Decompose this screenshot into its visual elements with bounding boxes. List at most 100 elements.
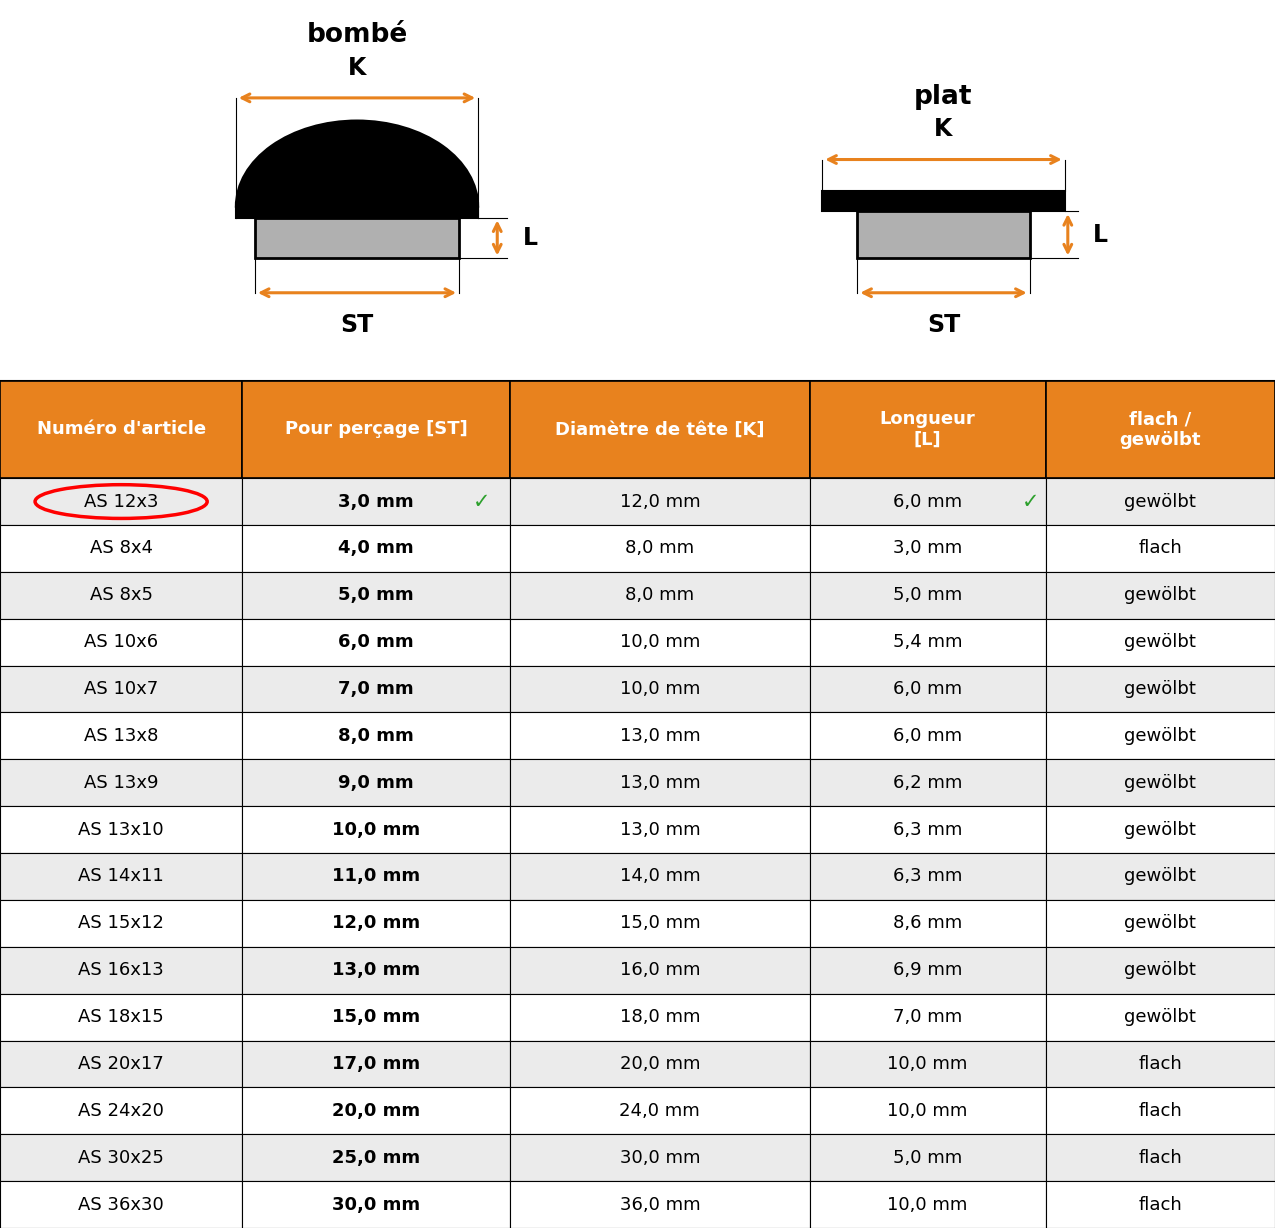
Text: 13,0 mm: 13,0 mm [620,774,700,792]
Text: 3,0 mm: 3,0 mm [338,492,414,511]
Text: AS 10x6: AS 10x6 [84,634,158,651]
FancyBboxPatch shape [510,1181,810,1228]
Text: 9,0 mm: 9,0 mm [338,774,414,792]
Text: 5,0 mm: 5,0 mm [892,586,963,604]
Text: 30,0 mm: 30,0 mm [332,1196,421,1213]
FancyBboxPatch shape [242,478,510,526]
Text: 7,0 mm: 7,0 mm [892,1008,963,1027]
FancyBboxPatch shape [0,807,242,853]
FancyBboxPatch shape [1046,993,1275,1040]
FancyBboxPatch shape [510,900,810,947]
FancyBboxPatch shape [810,900,1046,947]
Text: 6,0 mm: 6,0 mm [892,727,963,745]
FancyBboxPatch shape [510,1135,810,1181]
Text: 18,0 mm: 18,0 mm [620,1008,700,1027]
FancyBboxPatch shape [0,619,242,666]
FancyBboxPatch shape [1046,381,1275,478]
FancyBboxPatch shape [510,381,810,478]
Text: bombé: bombé [306,22,408,48]
Text: 6,3 mm: 6,3 mm [892,867,963,885]
Text: L: L [1094,222,1108,247]
Text: AS 20x17: AS 20x17 [78,1055,164,1073]
Text: 25,0 mm: 25,0 mm [332,1148,421,1167]
Text: gewölbt: gewölbt [1125,774,1196,792]
Text: 8,0 mm: 8,0 mm [625,586,695,604]
FancyBboxPatch shape [236,206,478,217]
Text: 14,0 mm: 14,0 mm [620,867,700,885]
Text: gewölbt: gewölbt [1125,586,1196,604]
Text: AS 8x4: AS 8x4 [89,539,153,558]
Text: AS 24x20: AS 24x20 [78,1102,164,1120]
Text: flach: flach [1139,1055,1182,1073]
FancyBboxPatch shape [810,478,1046,526]
FancyBboxPatch shape [1046,478,1275,526]
FancyBboxPatch shape [510,947,810,993]
FancyBboxPatch shape [510,759,810,807]
FancyBboxPatch shape [810,1040,1046,1088]
Text: gewölbt: gewölbt [1125,680,1196,698]
Wedge shape [236,120,478,206]
FancyBboxPatch shape [822,192,1065,211]
Text: K: K [348,55,366,80]
Text: gewölbt: gewölbt [1125,492,1196,511]
Text: L: L [523,226,538,251]
FancyBboxPatch shape [810,381,1046,478]
Text: flach: flach [1139,1196,1182,1213]
FancyBboxPatch shape [858,211,1030,258]
Text: 24,0 mm: 24,0 mm [620,1102,700,1120]
FancyBboxPatch shape [510,619,810,666]
FancyBboxPatch shape [242,526,510,572]
FancyBboxPatch shape [242,572,510,619]
FancyBboxPatch shape [510,1040,810,1088]
FancyBboxPatch shape [242,1040,510,1088]
Text: 20,0 mm: 20,0 mm [332,1102,421,1120]
FancyBboxPatch shape [1046,759,1275,807]
Text: 6,0 mm: 6,0 mm [892,680,963,698]
Text: 10,0 mm: 10,0 mm [620,680,700,698]
Text: 13,0 mm: 13,0 mm [332,962,421,979]
Text: 15,0 mm: 15,0 mm [620,915,700,932]
Text: 17,0 mm: 17,0 mm [332,1055,421,1073]
Text: 10,0 mm: 10,0 mm [887,1055,968,1073]
Text: 5,4 mm: 5,4 mm [892,634,963,651]
FancyBboxPatch shape [810,993,1046,1040]
Text: gewölbt: gewölbt [1125,634,1196,651]
FancyBboxPatch shape [242,1181,510,1228]
Text: gewölbt: gewölbt [1125,1008,1196,1027]
FancyBboxPatch shape [242,853,510,900]
FancyBboxPatch shape [1046,619,1275,666]
FancyBboxPatch shape [242,666,510,712]
FancyBboxPatch shape [810,619,1046,666]
FancyBboxPatch shape [1046,712,1275,759]
Text: ✓: ✓ [1021,491,1039,512]
FancyBboxPatch shape [1046,1040,1275,1088]
FancyBboxPatch shape [0,381,242,478]
Text: AS 13x9: AS 13x9 [84,774,158,792]
Text: 10,0 mm: 10,0 mm [332,820,421,839]
FancyBboxPatch shape [510,1088,810,1135]
Text: flach: flach [1139,1102,1182,1120]
Text: AS 13x10: AS 13x10 [78,820,164,839]
FancyBboxPatch shape [810,572,1046,619]
Text: Longueur
[L]: Longueur [L] [880,410,975,448]
FancyBboxPatch shape [510,478,810,526]
Text: AS 10x7: AS 10x7 [84,680,158,698]
FancyBboxPatch shape [242,947,510,993]
FancyBboxPatch shape [0,1135,242,1181]
Text: gewölbt: gewölbt [1125,867,1196,885]
FancyBboxPatch shape [510,853,810,900]
Text: 10,0 mm: 10,0 mm [887,1102,968,1120]
FancyBboxPatch shape [0,1088,242,1135]
Text: AS 12x3: AS 12x3 [84,492,158,511]
FancyBboxPatch shape [0,900,242,947]
FancyBboxPatch shape [1046,900,1275,947]
Text: 20,0 mm: 20,0 mm [620,1055,700,1073]
FancyBboxPatch shape [810,1135,1046,1181]
FancyBboxPatch shape [510,666,810,712]
FancyBboxPatch shape [1046,1088,1275,1135]
FancyBboxPatch shape [242,712,510,759]
FancyBboxPatch shape [810,526,1046,572]
FancyBboxPatch shape [1046,1181,1275,1228]
Text: AS 8x5: AS 8x5 [89,586,153,604]
Text: 12,0 mm: 12,0 mm [332,915,421,932]
